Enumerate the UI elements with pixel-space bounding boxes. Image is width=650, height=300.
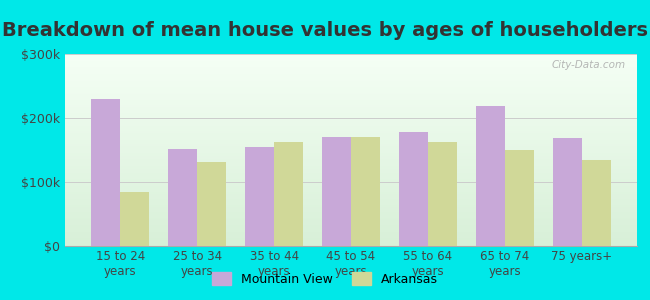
Bar: [505, 150, 534, 246]
Text: City-Data.com: City-Data.com: [551, 60, 625, 70]
Bar: [582, 160, 611, 246]
Bar: [351, 137, 380, 246]
Bar: [245, 147, 274, 246]
Legend: Mountain View, Arkansas: Mountain View, Arkansas: [207, 267, 443, 291]
Bar: [91, 99, 120, 246]
Bar: [197, 161, 226, 246]
Bar: [274, 142, 304, 246]
Bar: [322, 137, 351, 246]
Bar: [168, 149, 197, 246]
Bar: [120, 192, 150, 246]
Bar: [398, 132, 428, 246]
Bar: [476, 106, 505, 246]
Bar: [552, 139, 582, 246]
Text: Breakdown of mean house values by ages of householders: Breakdown of mean house values by ages o…: [2, 21, 648, 40]
Bar: [428, 142, 457, 246]
